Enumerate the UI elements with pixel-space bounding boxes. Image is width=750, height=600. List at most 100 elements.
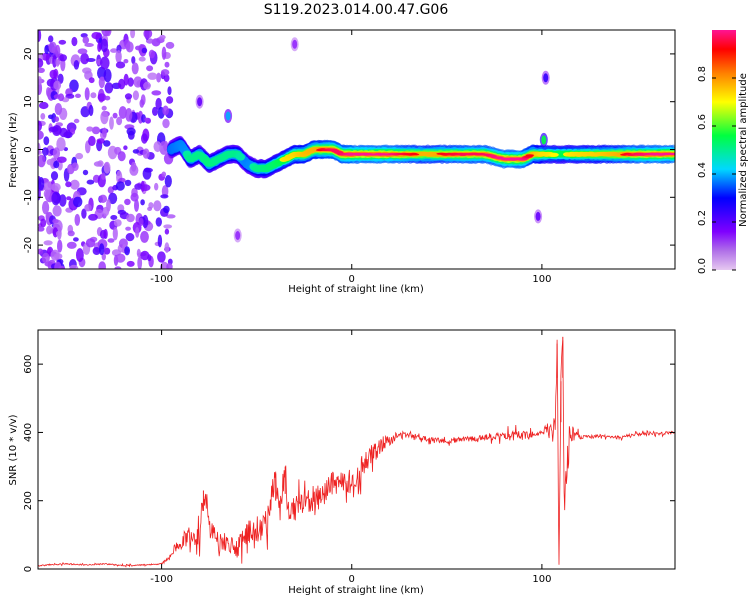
snr-panel: -100 0 100 0 200 400 600 Height of straight li… [8, 329, 676, 596]
noise-blob [100, 110, 109, 125]
noise-blob [84, 43, 94, 47]
feature-core [543, 73, 549, 83]
noise-blob [103, 228, 108, 240]
noise-blob [66, 241, 77, 249]
noise-blob [123, 145, 128, 150]
noise-blob [59, 127, 68, 138]
noise-blob [104, 30, 112, 37]
noise-blob [147, 206, 153, 211]
noise-blob [43, 181, 53, 192]
x-tick-label: 100 [532, 574, 551, 585]
noise-blob [57, 239, 63, 253]
noise-blob [160, 194, 169, 199]
noise-blob [161, 46, 167, 60]
spectrogram-plot-area [38, 30, 675, 269]
noise-blob [101, 105, 107, 111]
noise-blob [65, 93, 75, 99]
noise-blob [127, 77, 134, 87]
noise-blob [164, 61, 170, 68]
snr-series-line [38, 339, 675, 568]
noise-blob [139, 99, 145, 108]
ridge-cell [525, 154, 535, 157]
noise-blob [53, 94, 61, 99]
y-tick-label: 20 [23, 48, 34, 61]
noise-blob [102, 127, 107, 138]
x-tick-label: 100 [532, 274, 551, 285]
snr-plot-area [38, 336, 675, 568]
noise-blob [125, 226, 131, 231]
noise-blob [40, 218, 47, 228]
noise-blob [124, 246, 130, 256]
colorbar-tick-label: 0.4 [697, 162, 708, 178]
noise-blob [96, 138, 105, 144]
noise-blob [108, 192, 118, 205]
noise-blob [71, 162, 79, 171]
noise-blob [50, 171, 59, 181]
noise-blob [77, 48, 88, 55]
noise-blob [164, 175, 172, 188]
noise-blob [141, 233, 149, 242]
noise-blob [112, 112, 118, 119]
noise-blob [41, 52, 50, 61]
noise-blob [118, 78, 126, 90]
noise-blob [88, 135, 96, 147]
noise-blob [38, 226, 45, 232]
colorbar-gradient [712, 30, 736, 270]
noise-blob [85, 238, 96, 248]
feature-core [235, 231, 241, 240]
noise-blob [142, 167, 152, 180]
feature-core [292, 39, 298, 49]
noise-blob [100, 38, 109, 53]
colorbar-tick-label: 0.2 [697, 210, 708, 226]
noise-blob [126, 213, 135, 223]
noise-blob [117, 151, 126, 162]
noise-blob [58, 39, 67, 45]
noise-blob [160, 69, 170, 76]
noise-blob [98, 261, 106, 269]
colorbar-tick-label: 0.0 [697, 258, 708, 274]
noise-blob [115, 50, 122, 64]
x-tick-label: -100 [150, 574, 173, 585]
noise-blob [75, 152, 84, 160]
noise-blob [153, 141, 162, 153]
colorbar-tick-label: 0.6 [697, 114, 708, 130]
spectrogram-x-axis-label: Height of straight line (km) [288, 284, 424, 295]
noise-blob [134, 199, 139, 212]
snr-y-axis-label: SNR (10 * v/v) [8, 414, 19, 485]
noise-blob [40, 113, 46, 120]
noise-blob [52, 147, 61, 160]
y-tick-label: -20 [23, 237, 34, 253]
figure-title: S119.2023.014.00.47.G06 [264, 2, 449, 18]
y-tick-label: 200 [23, 491, 34, 510]
noise-blob [38, 142, 41, 155]
noise-blob [143, 30, 153, 39]
noise-blob [125, 233, 135, 242]
noise-blob [80, 52, 89, 65]
noise-blob [101, 172, 106, 180]
noise-blob [73, 237, 79, 242]
noise-blob [134, 183, 143, 190]
noise-blob [71, 36, 78, 47]
noise-blob [69, 264, 79, 269]
ridge-cell [669, 153, 675, 155]
noise-blob [164, 228, 170, 235]
noise-blob [38, 67, 45, 73]
colorbar-ticks: 0.0 0.2 0.4 0.6 0.8 [697, 66, 736, 274]
noise-blob [110, 215, 118, 220]
noise-blob [114, 266, 122, 269]
noise-blob [97, 93, 107, 102]
noise-blob [38, 154, 46, 168]
noise-blob [156, 72, 162, 83]
noise-blob [98, 76, 105, 89]
noise-blob [130, 30, 136, 39]
noise-blob [131, 62, 139, 75]
noise-blob [152, 106, 158, 116]
feature-core [225, 111, 231, 121]
noise-blob [38, 76, 42, 85]
noise-blob [126, 260, 135, 267]
noise-blob [155, 97, 162, 110]
noise-blob [88, 104, 94, 117]
noise-blob [74, 213, 81, 226]
noise-blob [54, 103, 63, 115]
